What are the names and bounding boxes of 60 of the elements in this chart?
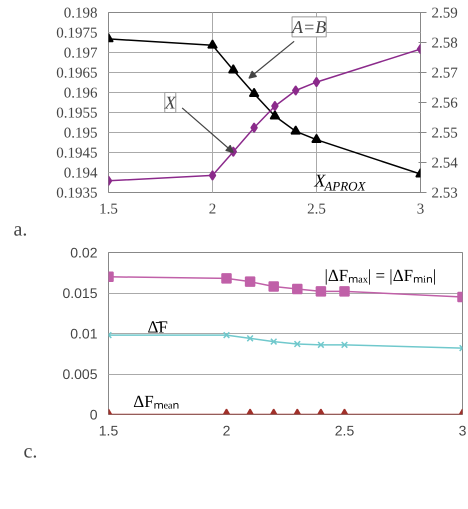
y2-tick-label: 2.53 bbox=[432, 186, 458, 202]
x-tick-label: 3 bbox=[416, 202, 424, 218]
y-tick-label: 0.015 bbox=[62, 285, 98, 301]
x-tick-label: 1.5 bbox=[98, 422, 118, 438]
x-tick-label: 2 bbox=[208, 202, 216, 218]
point bbox=[311, 134, 322, 144]
point bbox=[339, 286, 350, 297]
point bbox=[294, 340, 301, 348]
y2-tick-label: 2.54 bbox=[432, 156, 458, 172]
y2-tick-label: 2.58 bbox=[432, 36, 458, 52]
y-tick-label: 0.1975 bbox=[56, 26, 98, 42]
point bbox=[244, 276, 256, 287]
y-tick-label: 0 bbox=[90, 406, 98, 422]
point bbox=[222, 332, 230, 339]
annotation: A=B bbox=[291, 16, 326, 37]
point bbox=[221, 273, 232, 284]
point bbox=[270, 110, 280, 120]
point bbox=[312, 76, 320, 88]
point bbox=[207, 39, 218, 49]
x-tick-label: 2.5 bbox=[307, 202, 326, 218]
point bbox=[208, 170, 216, 181]
point bbox=[292, 284, 303, 294]
point bbox=[316, 286, 326, 297]
y-tick-label: 0.01 bbox=[70, 326, 98, 342]
y-tick-label: 0.1955 bbox=[56, 106, 98, 122]
y2-tick-label: 2.55 bbox=[432, 126, 458, 142]
y-tick-label: 0.1945 bbox=[56, 146, 98, 162]
text: c. bbox=[24, 440, 38, 462]
y2-tick-label: 2.56 bbox=[432, 96, 458, 112]
series-label: ΔFₘₑₐₙ bbox=[133, 392, 180, 412]
point bbox=[290, 125, 301, 135]
point bbox=[248, 88, 260, 98]
point bbox=[292, 85, 300, 96]
point bbox=[271, 100, 279, 112]
y-tick-label: 0.1965 bbox=[56, 66, 98, 82]
y-tick-label: 0.1935 bbox=[56, 186, 98, 202]
y-tick-label: 0.195 bbox=[64, 126, 98, 142]
text: a. bbox=[14, 218, 28, 240]
y-tick-label: 0.196 bbox=[64, 86, 98, 102]
y2-tick-label: 2.57 bbox=[432, 66, 458, 82]
point bbox=[246, 334, 254, 342]
point bbox=[268, 281, 279, 292]
point bbox=[228, 64, 239, 74]
y-tick-label: 0.197 bbox=[64, 46, 98, 62]
y-tick-label: 0.02 bbox=[70, 244, 98, 260]
annotation: X bbox=[164, 92, 177, 112]
point bbox=[340, 341, 348, 348]
y-tick-label: 0.005 bbox=[62, 366, 98, 382]
series-label: |ΔFₘₐₓ| = |ΔFₘᵢₙ| bbox=[324, 266, 436, 286]
point bbox=[317, 341, 324, 348]
point bbox=[250, 122, 258, 133]
y-tick-label: 0.194 bbox=[64, 166, 98, 182]
x-tick-label: 2.5 bbox=[334, 422, 354, 438]
y2-tick-label: 2.59 bbox=[432, 6, 458, 22]
x-tick-label: 2 bbox=[222, 422, 231, 438]
y-tick-label: 0.198 bbox=[64, 6, 98, 22]
point bbox=[270, 338, 278, 346]
x-tick-label: 3 bbox=[458, 422, 467, 438]
series-label: Δ̄F bbox=[147, 318, 168, 337]
x-tick-label: 1.5 bbox=[99, 202, 118, 218]
